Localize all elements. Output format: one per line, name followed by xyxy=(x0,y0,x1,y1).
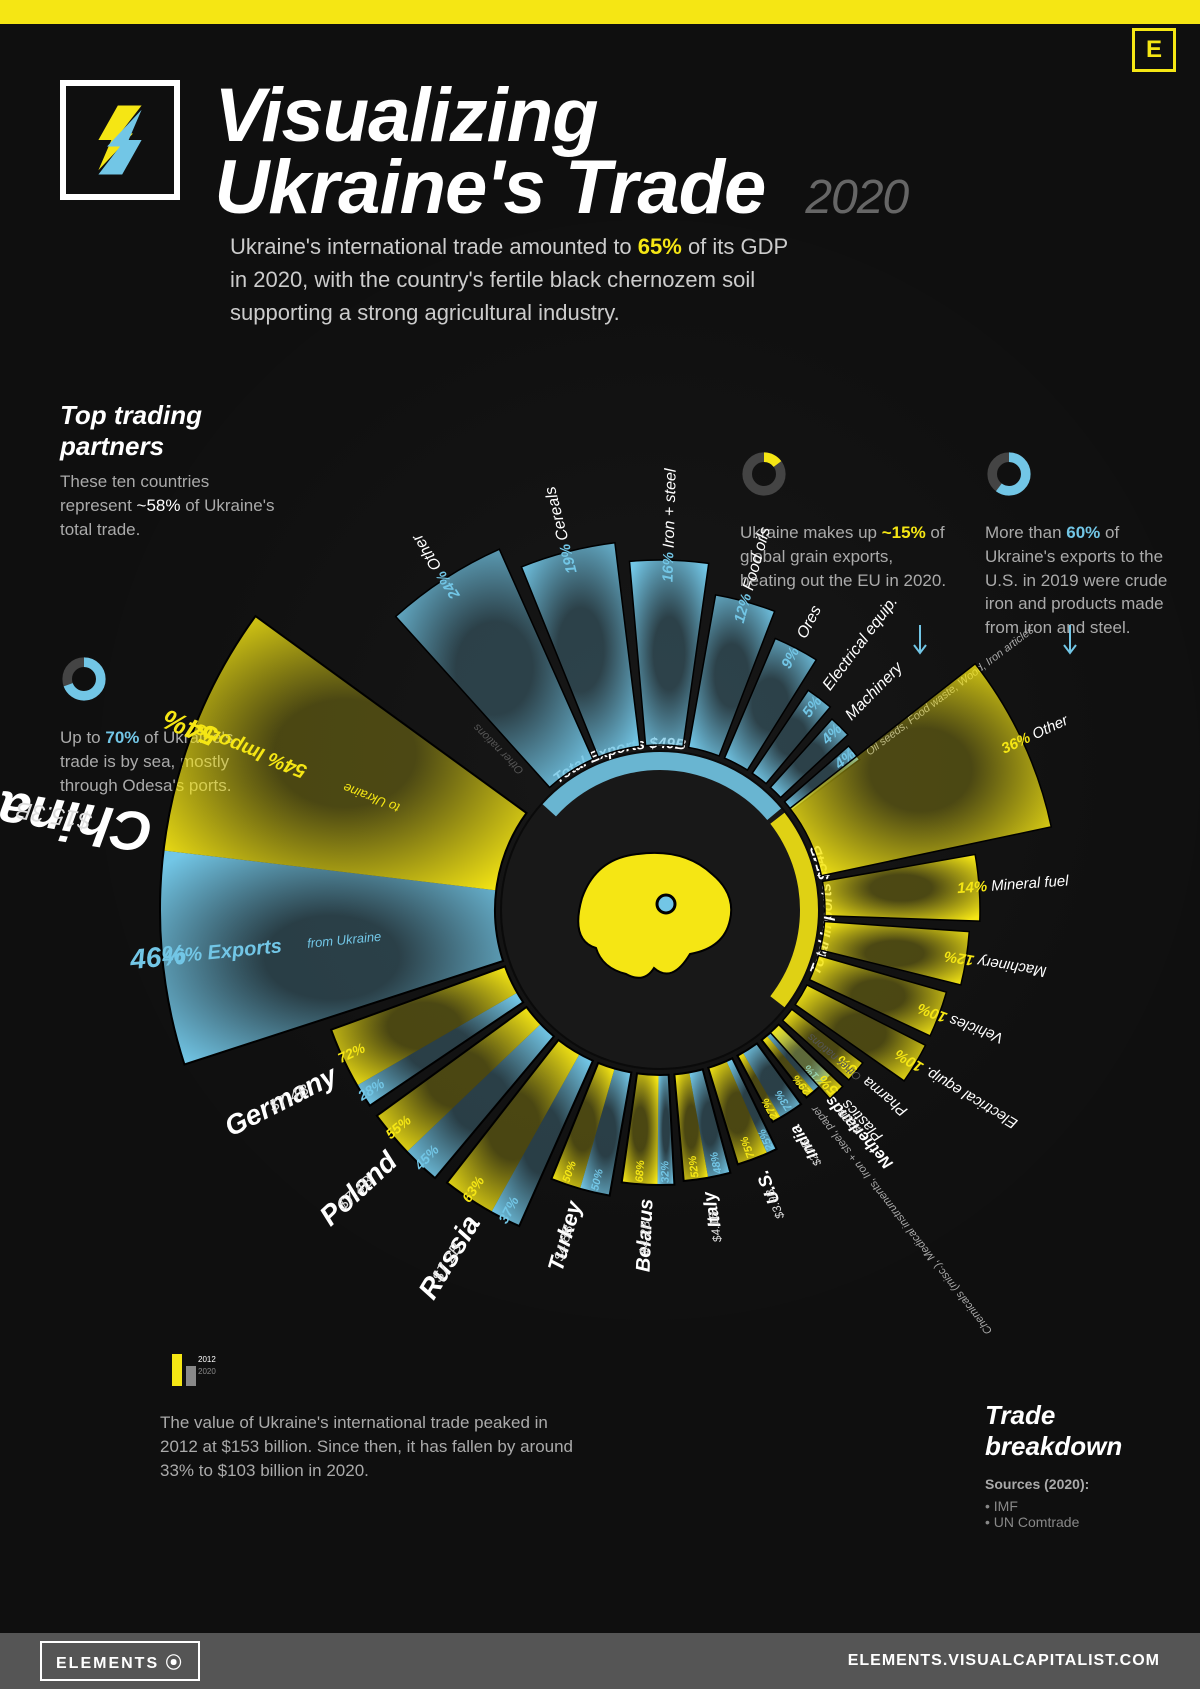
subtitle: Ukraine's international trade amounted t… xyxy=(230,230,790,329)
title-year: 2020 xyxy=(805,171,908,224)
header: Visualizing Ukraine's Trade 2020 xyxy=(60,80,1140,224)
brand-badge: E xyxy=(1132,28,1176,72)
svg-text:$4.2B: $4.2B xyxy=(636,1220,653,1256)
svg-text:Iron + steel: Iron + steel xyxy=(661,468,680,548)
sources-title: Sources (2020): xyxy=(985,1476,1165,1492)
title-block: Visualizing Ukraine's Trade 2020 xyxy=(214,80,908,224)
logo-icon xyxy=(60,80,180,200)
svg-text:Other: Other xyxy=(409,530,445,573)
svg-text:32%: 32% xyxy=(659,1161,671,1183)
subtitle-highlight: 65% xyxy=(638,234,682,259)
footer: ELEMENTS ⦿ ELEMENTS.VISUALCAPITALIST.COM xyxy=(0,1633,1200,1689)
svg-text:12%: 12% xyxy=(943,947,975,968)
svg-text:Vehicles: Vehicles xyxy=(947,1011,1006,1047)
svg-text:14%: 14% xyxy=(957,878,988,897)
svg-text:Electrical equip.: Electrical equip. xyxy=(921,1063,1021,1132)
sources: Sources (2020): • IMF • UN Comtrade xyxy=(985,1476,1165,1530)
footer-url: ELEMENTS.VISUALCAPITALIST.COM xyxy=(848,1652,1160,1670)
svg-text:16%: 16% xyxy=(660,552,678,582)
svg-text:Chemicals (misc.), Medical ins: Chemicals (misc.), Medical instruments, … xyxy=(808,1102,995,1336)
source-1: • IMF xyxy=(985,1498,1165,1514)
radial-chart: Total Exports $49BTotal Imports $54B46%5… xyxy=(120,370,1200,1450)
top-accent-bar xyxy=(0,0,1200,24)
source-2: • UN Comtrade xyxy=(985,1514,1165,1530)
svg-text:Food oils: Food oils xyxy=(740,525,774,592)
svg-text:Mineral fuel: Mineral fuel xyxy=(991,872,1070,894)
subtitle-pre: Ukraine's international trade amounted t… xyxy=(230,234,638,259)
sea-pre: Up to xyxy=(60,728,105,747)
svg-text:Other: Other xyxy=(1030,711,1072,743)
svg-text:68%: 68% xyxy=(634,1160,648,1183)
sea-donut-icon xyxy=(60,655,108,703)
svg-text:Cereals: Cereals xyxy=(542,485,572,543)
footer-logo: ELEMENTS ⦿ xyxy=(40,1641,200,1681)
svg-text:Ores: Ores xyxy=(794,603,825,642)
title-line2: Ukraine's Trade xyxy=(214,145,765,230)
svg-text:Machinery: Machinery xyxy=(975,952,1047,980)
brand-badge-letter: E xyxy=(1146,36,1162,64)
